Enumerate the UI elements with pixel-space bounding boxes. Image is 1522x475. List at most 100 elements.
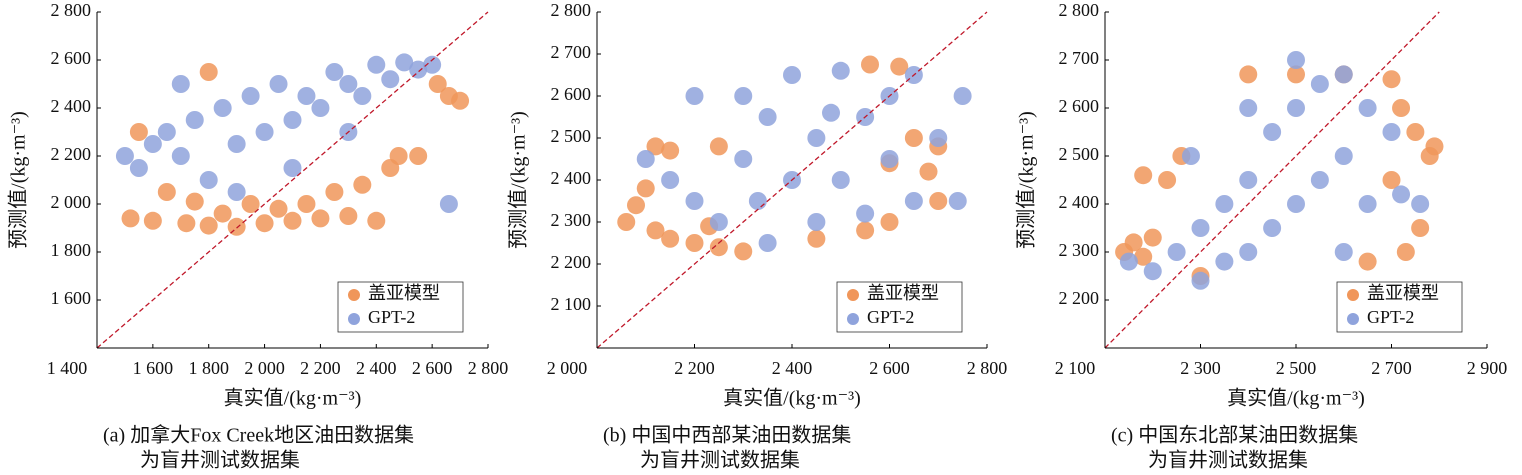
y-tick-label: 2 400: [1059, 192, 1100, 212]
point: [255, 123, 274, 141]
y-axis-label: 预测值/(kg·m⁻³): [507, 111, 530, 249]
point: [409, 147, 428, 165]
legend-marker: [1347, 289, 1359, 301]
x-tick-label: 2 300: [1180, 358, 1221, 378]
point: [661, 229, 680, 248]
point: [1239, 243, 1258, 261]
legend-label: 盖亚模型: [1367, 283, 1439, 303]
x-tick-label: 2 800: [468, 358, 509, 378]
y-axis-label: 预测值/(kg·m⁻³): [1015, 111, 1038, 249]
point: [1287, 99, 1305, 117]
point: [1134, 166, 1153, 185]
point: [861, 55, 879, 74]
point: [241, 195, 260, 213]
point: [953, 87, 972, 105]
point: [381, 70, 400, 89]
caption: (c) 中国东北部某油田数据集: [1111, 424, 1358, 447]
point: [904, 129, 923, 147]
y-tick-label: 2 200: [1059, 288, 1100, 308]
point: [1425, 137, 1444, 156]
point: [1263, 123, 1282, 141]
point: [269, 75, 288, 93]
point: [1239, 171, 1258, 189]
point: [157, 123, 176, 141]
point: [1334, 147, 1353, 165]
point: [423, 55, 442, 74]
point: [283, 211, 302, 230]
point: [1134, 247, 1153, 266]
x-tick-label: 2 800: [967, 358, 1008, 378]
point: [241, 87, 260, 105]
point: [1334, 65, 1353, 84]
point: [297, 87, 316, 105]
point: [439, 195, 458, 213]
point: [1287, 195, 1305, 213]
x-tick-label: 1 800: [188, 358, 229, 378]
y-tick-label: 1 600: [51, 288, 92, 308]
legend-label: 盖亚模型: [867, 283, 939, 303]
x-tick-label: 1 400: [47, 358, 88, 378]
y-tick-label: 2 500: [1059, 144, 1100, 164]
point: [1411, 195, 1430, 213]
point: [856, 221, 875, 240]
legend-box: [337, 281, 464, 333]
point: [1358, 99, 1377, 117]
point: [1167, 243, 1186, 261]
point: [1382, 123, 1401, 141]
point: [389, 147, 408, 165]
panel: 2 100 2 300 2 500 2 700 2 900 2 200 2 300 2 400…: [1015, 0, 1508, 471]
point: [395, 53, 414, 72]
x-tick-label: 2 000: [244, 358, 285, 378]
y-tick-label: 2 700: [551, 42, 592, 62]
point: [1215, 195, 1234, 213]
y-tick-label: 2 600: [551, 84, 592, 104]
point: [822, 103, 840, 122]
legend-label: GPT-2: [867, 307, 914, 327]
point: [880, 213, 899, 231]
y-tick-label: 2 100: [551, 294, 592, 314]
x-axis-label: 真实值/(kg·m⁻³): [723, 387, 861, 410]
point: [831, 61, 850, 80]
point: [807, 229, 826, 248]
point: [129, 123, 148, 141]
point: [143, 135, 162, 153]
point: [311, 209, 330, 228]
point: [213, 204, 232, 223]
point: [1124, 233, 1143, 252]
x-tick-label: 2 200: [674, 358, 715, 378]
point: [185, 111, 204, 129]
x-tick-label: 2 700: [1371, 358, 1412, 378]
point: [269, 199, 288, 218]
point: [177, 214, 196, 233]
point: [451, 91, 470, 110]
point: [758, 108, 777, 126]
x-tick-label: 2 400: [772, 358, 813, 378]
point: [636, 179, 655, 198]
point: [661, 171, 680, 189]
caption: 为盲井测试数据集: [140, 449, 300, 472]
point: [157, 183, 176, 201]
x-tick-label: 2 600: [412, 358, 453, 378]
point: [709, 238, 728, 257]
point: [143, 211, 162, 230]
point: [367, 55, 386, 74]
y-tick-label: 2 600: [51, 48, 92, 68]
y-tick-label: 2 800: [1059, 0, 1100, 20]
point: [929, 129, 948, 147]
point: [617, 213, 636, 231]
point: [1215, 252, 1234, 271]
point: [199, 216, 218, 235]
point: [171, 147, 190, 165]
point: [1411, 219, 1430, 237]
point: [1263, 219, 1282, 237]
legend-label: GPT-2: [368, 307, 415, 327]
point: [1334, 243, 1353, 261]
point: [297, 195, 316, 213]
point: [1358, 195, 1377, 213]
point: [1119, 252, 1138, 271]
y-tick-label: 2 300: [551, 210, 592, 230]
point: [1181, 147, 1200, 165]
point: [353, 175, 372, 194]
y-tick-label: 2 400: [51, 96, 92, 116]
point: [115, 147, 134, 165]
